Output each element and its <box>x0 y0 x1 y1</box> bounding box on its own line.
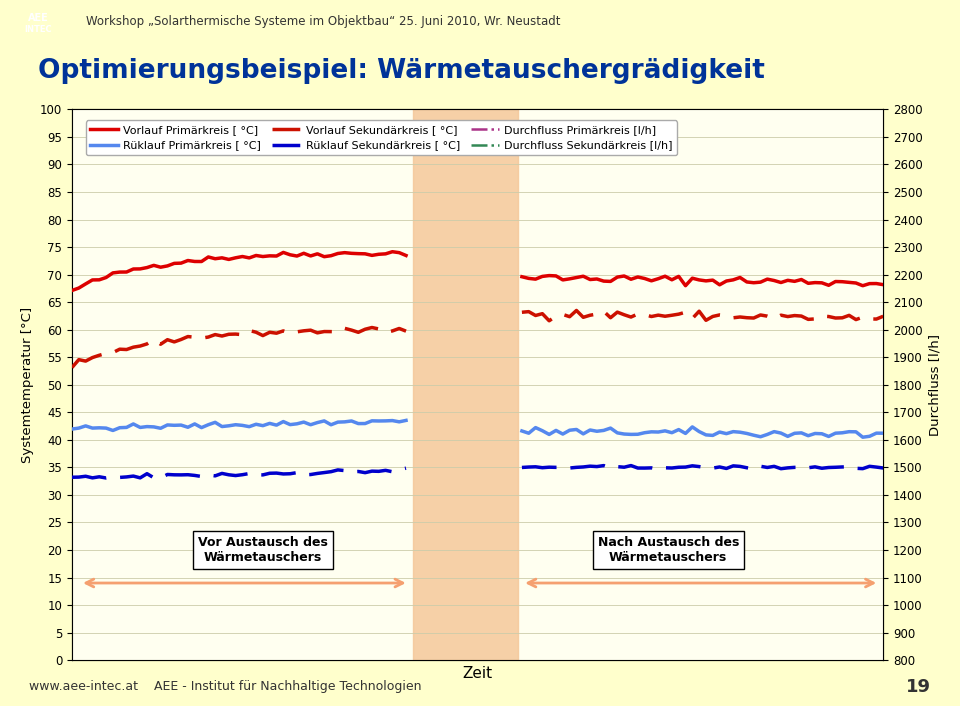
Text: www.aee-intec.at    AEE - Institut für Nachhaltige Technologien: www.aee-intec.at AEE - Institut für Nach… <box>29 680 421 693</box>
Text: INTEC: INTEC <box>25 25 52 35</box>
Text: AEE: AEE <box>28 13 49 23</box>
Y-axis label: Systemtemperatur [°C]: Systemtemperatur [°C] <box>21 306 35 463</box>
X-axis label: Zeit: Zeit <box>463 666 492 681</box>
Legend: Vorlauf Primärkreis [ °C], Rüklauf Primärkreis [ °C], Vorlauf Sekundärkreis [ °C: Vorlauf Primärkreis [ °C], Rüklauf Primä… <box>85 121 678 155</box>
Text: Optimierungsbeispiel: Wärmetauschergrädigkeit: Optimierungsbeispiel: Wärmetauschergrädi… <box>38 58 765 83</box>
Text: Workshop „Solarthermische Systeme im Objektbau“ 25. Juni 2010, Wr. Neustadt: Workshop „Solarthermische Systeme im Obj… <box>86 15 561 28</box>
Text: Nach Austausch des
Wärmetauschers: Nach Austausch des Wärmetauschers <box>597 536 739 564</box>
Text: 19: 19 <box>906 678 931 695</box>
Text: Vor Austausch des
Wärmetauschers: Vor Austausch des Wärmetauschers <box>198 536 327 564</box>
Y-axis label: Durchfluss [l/h]: Durchfluss [l/h] <box>928 334 941 436</box>
Bar <box>413 109 518 660</box>
